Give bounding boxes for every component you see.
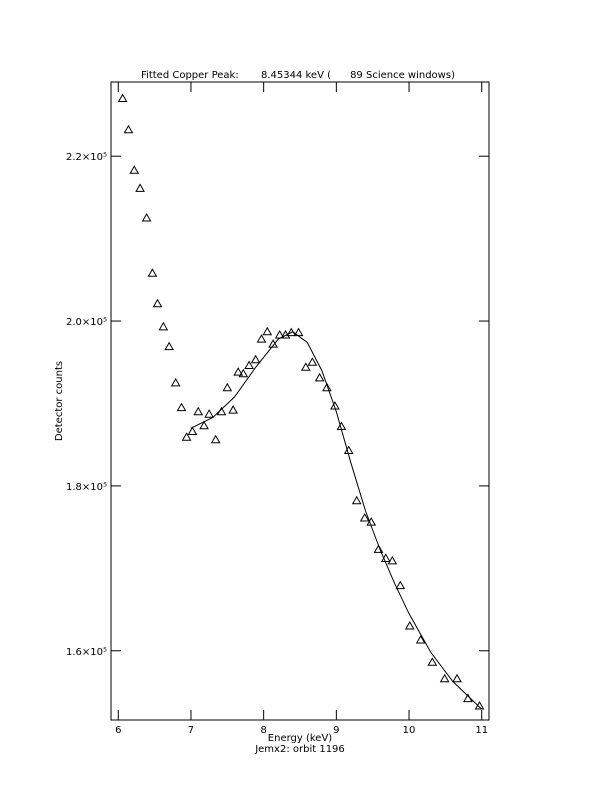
data-point	[387, 555, 398, 565]
x-tick-label: 11	[475, 725, 488, 736]
data-point	[439, 673, 450, 683]
data-point	[262, 326, 273, 336]
fit-line	[190, 331, 483, 710]
data-point	[199, 420, 209, 430]
data-point	[359, 513, 370, 522]
data-point	[233, 367, 244, 376]
data-point	[204, 409, 214, 418]
data-point	[141, 213, 152, 222]
x-tick-label: 8	[260, 725, 266, 736]
data-point	[158, 321, 169, 331]
y-tick-label: 2.2×10⁵	[66, 152, 107, 163]
data-point	[404, 621, 415, 630]
data-point	[307, 357, 318, 366]
data-point	[181, 432, 192, 441]
chart-title: Fitted Copper Peak: 8.45344 keV ( 89 Sci…	[141, 70, 455, 81]
data-point	[395, 580, 406, 590]
data-point	[250, 354, 261, 364]
data-point	[176, 402, 187, 412]
data-point	[210, 434, 221, 444]
data-point	[170, 377, 181, 387]
data-point	[238, 368, 249, 378]
y-axis-label: Detector counts	[54, 361, 65, 441]
data-point	[152, 298, 163, 308]
data-point	[351, 495, 362, 505]
x-tick-label: 10	[403, 725, 416, 736]
data-point	[427, 657, 438, 666]
data-point	[123, 124, 134, 134]
x-tick-label: 6	[115, 725, 121, 736]
data-point	[193, 406, 204, 416]
data-point	[147, 268, 158, 277]
y-tick-label: 2.0×10⁵	[66, 317, 107, 328]
data-point	[373, 544, 384, 553]
x-tick-label: 9	[333, 725, 339, 736]
x-axis-label: Energy (keV)	[268, 733, 333, 744]
data-point	[135, 183, 145, 192]
x-tick-label: 7	[188, 725, 194, 736]
y-tick-label: 1.6×10⁵	[66, 647, 107, 658]
data-point	[452, 673, 462, 683]
subtitle: Jemx2: orbit 1196	[254, 744, 345, 755]
data-point	[314, 372, 325, 382]
data-point	[322, 382, 332, 392]
plot-frame	[110, 81, 490, 721]
data-point	[256, 334, 267, 343]
data-point	[129, 165, 140, 174]
data-point	[415, 635, 426, 644]
data-point	[164, 341, 175, 351]
data-point	[300, 362, 311, 371]
data-point	[222, 382, 233, 392]
data-point	[228, 405, 238, 414]
data-point	[187, 426, 198, 435]
y-tick-label: 1.8×10⁵	[66, 482, 107, 493]
data-point	[244, 360, 254, 370]
data-point	[117, 93, 128, 102]
